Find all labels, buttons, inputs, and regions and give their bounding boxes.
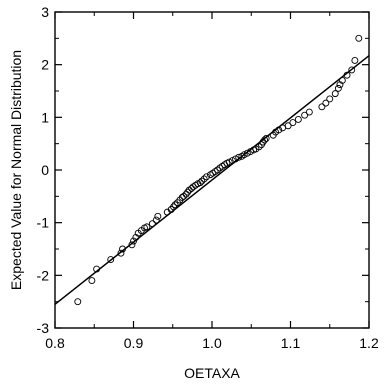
data-point [262, 134, 270, 142]
data-point [322, 99, 330, 107]
data-point [355, 34, 363, 42]
x-tick-label: 0.9 [124, 335, 144, 351]
data-point [235, 153, 243, 161]
y-tick-label: -3 [37, 320, 50, 336]
data-point [294, 115, 302, 123]
y-tick-label: 0 [41, 162, 49, 178]
data-point [148, 220, 156, 228]
data-point [275, 126, 283, 134]
data-point [284, 122, 292, 130]
data-point [338, 77, 346, 84]
data-point [348, 66, 356, 74]
data-point [130, 237, 137, 245]
data-point [93, 265, 101, 273]
data-point [326, 95, 334, 103]
reference-line-group [54, 55, 370, 305]
data-point [184, 188, 192, 196]
data-point [334, 84, 342, 92]
data-point [88, 277, 96, 285]
data-point [180, 192, 188, 200]
data-point [132, 233, 140, 241]
y-tick-labels: -3 -2 -1 0 1 2 3 [37, 4, 50, 336]
data-point [143, 223, 151, 231]
data-point [255, 143, 263, 151]
data-point [343, 71, 351, 79]
data-point [74, 298, 82, 306]
x-tick-label: 1.1 [281, 335, 301, 351]
data-point [171, 201, 179, 209]
data-point [196, 179, 204, 187]
x-tick-label: 1.0 [202, 335, 222, 351]
data-point [200, 175, 208, 183]
y-tick-label: -1 [37, 215, 50, 231]
data-point [301, 111, 309, 119]
x-tick-label: 0.8 [45, 335, 65, 351]
data-point [305, 108, 313, 116]
data-point [198, 177, 206, 185]
data-point [152, 216, 160, 224]
data-point [289, 119, 297, 127]
data-point [261, 136, 269, 144]
data-point [128, 241, 136, 249]
y-tick-label: -2 [37, 267, 50, 283]
reference-line [54, 55, 370, 305]
data-point [351, 57, 359, 64]
data-point [336, 81, 344, 89]
x-tick-labels: 0.8 0.9 1.0 1.1 1.2 [45, 335, 379, 351]
axis-ticks [54, 11, 370, 329]
data-point [331, 90, 339, 98]
data-point [318, 103, 326, 111]
data-points [74, 34, 363, 306]
x-axis-label: OETAXA [184, 365, 240, 381]
data-point [214, 166, 221, 174]
y-axis-label: Expected Value for Normal Distribution [8, 50, 24, 290]
data-point [154, 212, 162, 220]
data-point [170, 203, 177, 211]
y-tick-label: 1 [41, 109, 49, 125]
data-point [117, 249, 125, 257]
data-point [203, 173, 210, 181]
x-tick-label: 1.2 [359, 335, 379, 351]
data-point [119, 245, 126, 253]
y-tick-label: 3 [41, 4, 49, 20]
y-tick-label: 2 [41, 57, 49, 73]
data-point [107, 256, 115, 263]
